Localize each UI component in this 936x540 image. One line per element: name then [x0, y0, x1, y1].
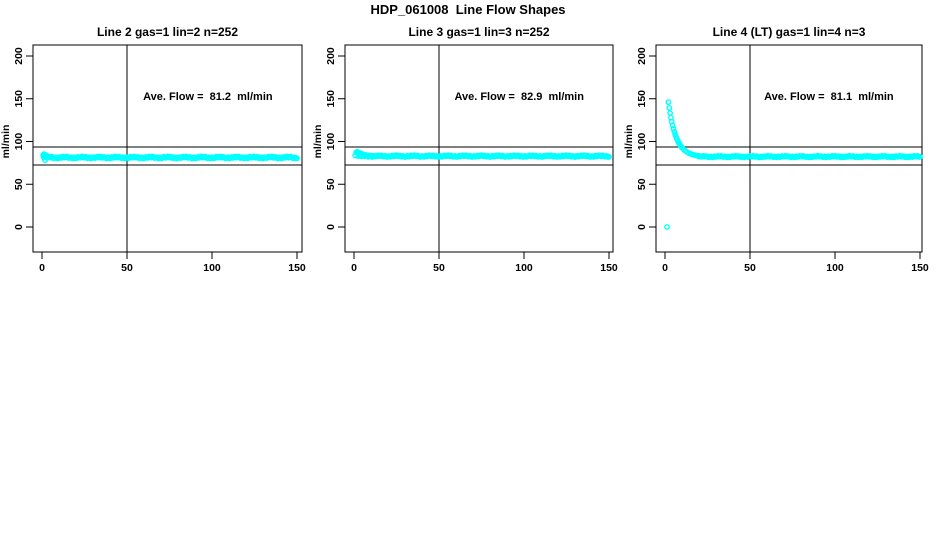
- data-point-transient: [671, 128, 678, 135]
- data-point-transient: [49, 154, 56, 160]
- data-point-transient: [666, 104, 673, 111]
- y-tick-label: 200: [13, 47, 25, 65]
- y-tick-label: 0: [325, 224, 337, 230]
- y-tick-label: 0: [13, 224, 25, 230]
- data-point-transient: [371, 153, 378, 159]
- figure-title: HDP_061008 Line Flow Shapes: [370, 2, 566, 17]
- data-point-transient: [667, 110, 673, 117]
- x-tick-label: 100: [203, 262, 221, 274]
- x-tick-label: 150: [911, 262, 929, 274]
- y-tick-label: 150: [636, 90, 648, 108]
- panel-title: Line 4 (LT) gas=1 lin=4 n=3: [713, 25, 866, 39]
- x-tick-label: 0: [351, 262, 357, 274]
- x-tick-label: 150: [600, 262, 618, 274]
- data-point-transient: [665, 99, 672, 106]
- chart-panel: Line 3 gas=1 lin=3 n=252 0 50 100 150 200 ml/m…: [312, 25, 618, 274]
- data-point-transient: [669, 122, 676, 129]
- plot-box: [655, 44, 923, 253]
- y-tick-label: 50: [13, 178, 25, 190]
- chart-panel: Line 4 (LT) gas=1 lin=4 n=3 0 50 100 150 200 m…: [623, 25, 929, 274]
- y-tick-label: 50: [325, 178, 337, 190]
- y-tick-label: 200: [636, 47, 648, 65]
- x-tick-label: 100: [826, 262, 844, 274]
- y-tick-label: 50: [636, 178, 648, 190]
- plot-box: [344, 44, 614, 253]
- ave-flow-annotation: Ave. Flow = 81.1 ml/min: [764, 91, 894, 103]
- x-tick-label: 150: [288, 262, 306, 274]
- y-tick-label: 100: [636, 133, 648, 151]
- panel-title: Line 3 gas=1 lin=3 n=252: [408, 25, 549, 39]
- chart-panel: Line 2 gas=1 lin=2 n=252 0 50 100 150 200 ml/m…: [0, 25, 306, 274]
- x-tick-label: 50: [744, 262, 756, 274]
- x-tick-label: 50: [121, 262, 133, 274]
- y-axis-label: ml/min: [0, 125, 12, 159]
- plot-box: [32, 44, 303, 253]
- x-tick-label: 100: [515, 262, 533, 274]
- data-point-outlier: [664, 224, 670, 230]
- x-tick-label: 0: [662, 262, 668, 274]
- ave-flow-annotation: Ave. Flow = 82.9 ml/min: [454, 91, 584, 103]
- ave-flow-annotation: Ave. Flow = 81.2 ml/min: [143, 91, 273, 103]
- x-tick-label: 0: [39, 262, 45, 274]
- line-flow-shapes-figure: Line 2 gas=1 lin=2 n=252 0 50 100 150 200 ml/m…: [0, 25, 929, 274]
- y-tick-label: 100: [325, 133, 337, 151]
- data-point: [917, 153, 923, 160]
- y-tick-label: 150: [13, 90, 25, 108]
- y-tick-label: 0: [636, 224, 648, 230]
- y-tick-label: 150: [325, 90, 337, 108]
- y-tick-label: 200: [325, 47, 337, 65]
- data-point: [294, 155, 300, 162]
- panel-title: Line 2 gas=1 lin=2 n=252: [97, 25, 238, 39]
- y-tick-label: 100: [13, 133, 25, 151]
- data-point-transient: [696, 152, 702, 159]
- y-axis-label: ml/min: [312, 125, 324, 159]
- x-tick-label: 50: [433, 262, 445, 274]
- data-point: [606, 153, 612, 160]
- y-axis-label: ml/min: [623, 125, 635, 159]
- data-point-transient: [670, 125, 677, 132]
